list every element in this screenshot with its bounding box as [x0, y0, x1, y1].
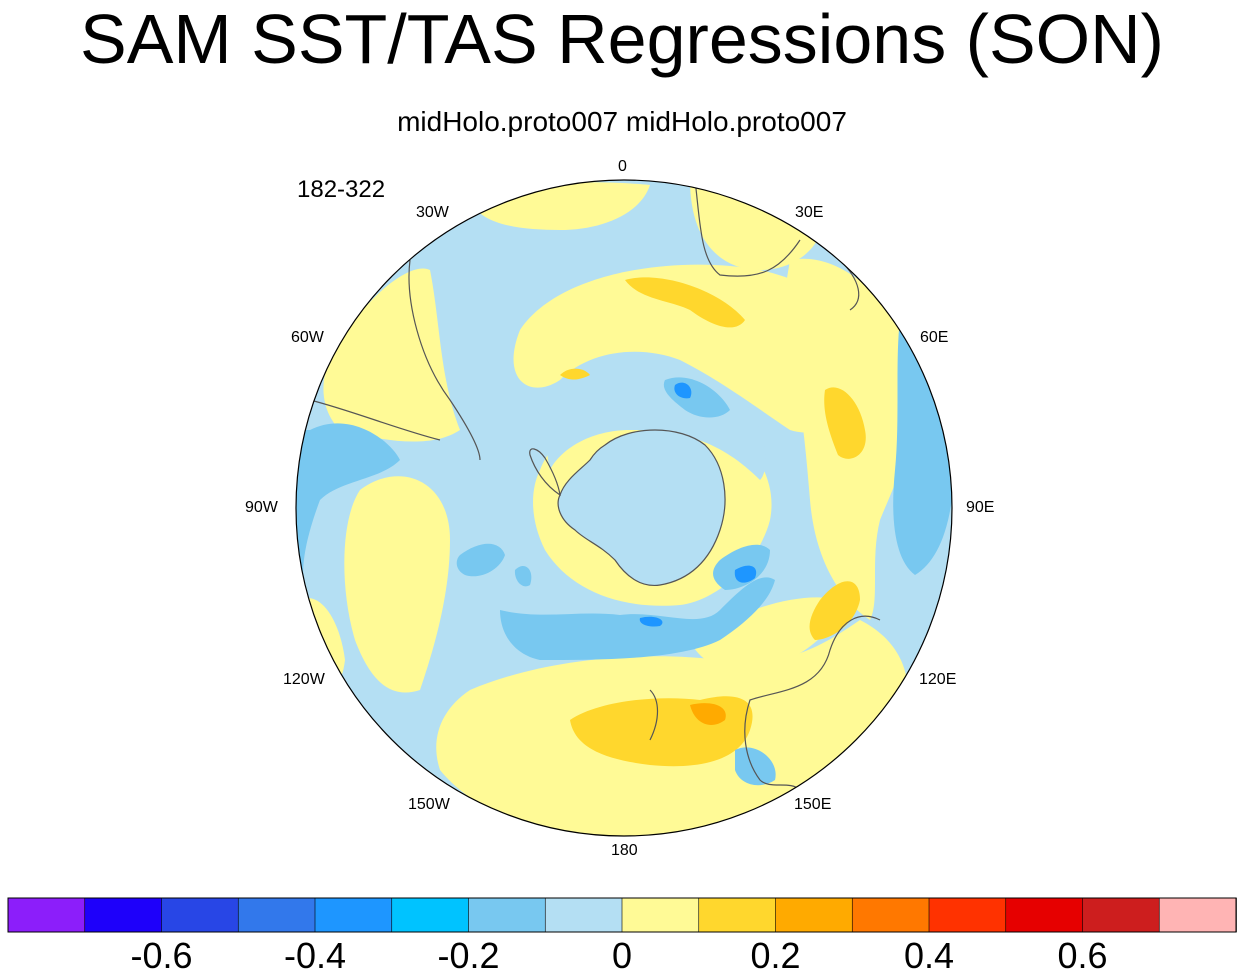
- colorbar-tick-label: 0.2: [750, 935, 801, 976]
- lon-label-120w: 120W: [283, 671, 325, 688]
- colorbar-tick-label: 0: [611, 935, 633, 976]
- colorbar-box: [237, 897, 316, 933]
- colorbar-tick-label: -0.2: [437, 935, 500, 976]
- continent-coastlines: [309, 180, 881, 791]
- colorbar-box: [391, 897, 470, 933]
- colorbar-frame: [7, 897, 1237, 933]
- lon-label-150e: 150E: [794, 796, 832, 813]
- plot-title: SAM SST/TAS Regressions (SON): [80, 0, 1164, 78]
- lon-label-180: 180: [611, 842, 638, 859]
- lon-label-30e: 30E: [795, 204, 824, 221]
- colorbar-box: [698, 897, 777, 933]
- colorbar-box: [1005, 897, 1084, 933]
- colorbar-box: [314, 897, 393, 933]
- colorbar-box: [1158, 897, 1237, 933]
- colorbar-tick-label: -0.6: [130, 935, 193, 976]
- plot-subtitle: midHolo.proto007 midHolo.proto007: [397, 106, 847, 137]
- colorbar-box: [161, 897, 240, 933]
- colorbar-box: [621, 897, 700, 933]
- colorbar-box: [7, 897, 86, 933]
- lon-label-60w: 60W: [291, 329, 324, 346]
- lon-label-90w: 90W: [245, 499, 278, 516]
- colorbar-box: [84, 897, 163, 933]
- polar-map: [295, 179, 953, 837]
- colorbar-box: [775, 897, 854, 933]
- colorbar-box: [544, 897, 623, 933]
- lon-label-0: 0: [618, 158, 627, 175]
- anomaly-strong-positive-patch: [690, 703, 726, 725]
- anomaly-moderate-negative-patches: [639, 382, 757, 627]
- colorbar-box: [1082, 897, 1161, 933]
- lon-label-120e: 120E: [919, 671, 957, 688]
- lon-label-60e: 60E: [920, 329, 949, 346]
- antarctica-coastline: [557, 429, 726, 587]
- colorbar-tick-label: -0.4: [283, 935, 347, 976]
- antarctic-peninsula-outline: [529, 448, 561, 497]
- colorbar-box: [928, 897, 1007, 933]
- colorbar-box: [468, 897, 547, 933]
- colorbar-box: [851, 897, 930, 933]
- map-boundary: [295, 179, 953, 837]
- lon-label-150w: 150W: [408, 796, 450, 813]
- lon-label-90e: 90E: [966, 499, 995, 516]
- colorbar-tick-label: 0.4: [903, 935, 955, 976]
- colorbar-tick-label: 0.6: [1057, 935, 1108, 976]
- lon-label-30w: 30W: [416, 204, 449, 221]
- year-range-label: 182-322: [297, 176, 386, 203]
